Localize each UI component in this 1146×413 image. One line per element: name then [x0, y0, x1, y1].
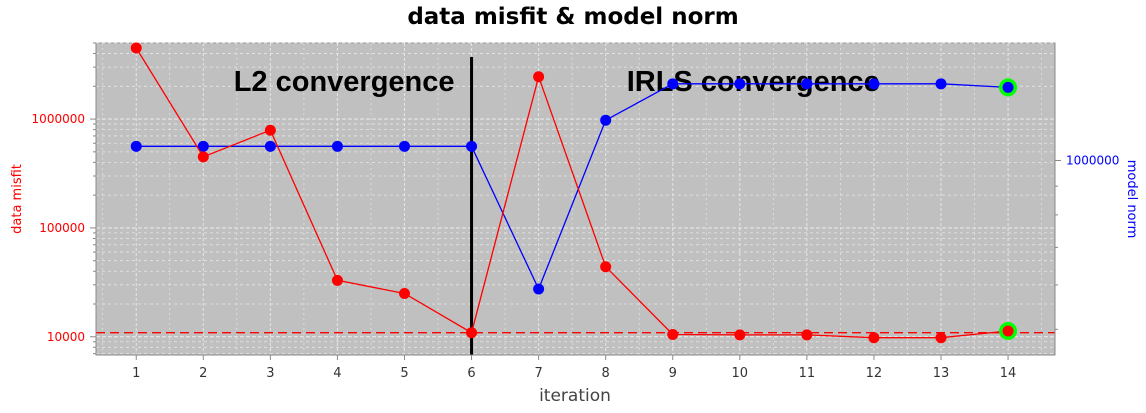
- x-tick-label: 5: [400, 366, 408, 381]
- grid-lines: [96, 42, 1055, 355]
- model-norm-point: [264, 140, 276, 152]
- x-tick-label: 11: [799, 366, 816, 381]
- x-tick-label: 10: [732, 366, 749, 381]
- data-misfit-line: [135, 47, 1009, 339]
- y-left-tick-label: 10000: [47, 330, 85, 344]
- model-norm-point: [734, 78, 746, 90]
- data-misfit-point: [1002, 325, 1014, 337]
- data-misfit-point: [130, 42, 142, 54]
- model-norm-point: [130, 140, 142, 152]
- model-norm-point: [398, 140, 410, 152]
- data-misfit-point: [734, 329, 746, 341]
- series-layer: [130, 42, 1018, 344]
- model-norm-point: [600, 114, 612, 126]
- model-norm-point: [667, 78, 679, 90]
- data-misfit-point: [398, 287, 410, 299]
- plot-area: [95, 42, 1056, 356]
- y-axis-label-left: data misfit: [10, 164, 25, 234]
- x-tick-label: 14: [1000, 366, 1017, 381]
- model-norm-point: [331, 140, 343, 152]
- y-axis-label-right: model norm: [1124, 160, 1139, 239]
- x-axis-label: iteration: [539, 386, 611, 406]
- model-norm-point: [466, 140, 478, 152]
- x-tick-label: 12: [866, 366, 883, 381]
- x-tick-label: 8: [602, 366, 610, 381]
- model-norm-point: [801, 78, 813, 90]
- model-norm-point: [868, 78, 880, 90]
- data-misfit-point: [264, 124, 276, 136]
- model-norm-point: [935, 78, 947, 90]
- model-norm-point: [1002, 81, 1014, 93]
- y-right-tick-label: 1000000: [1066, 154, 1119, 168]
- data-misfit-point: [801, 329, 813, 341]
- x-tick-label: 1: [132, 366, 140, 381]
- data-misfit-point: [935, 332, 947, 344]
- x-tick-label: 7: [534, 366, 542, 381]
- model-norm-point: [197, 140, 209, 152]
- x-tick-label: 9: [669, 366, 677, 381]
- y-left-tick-label: 100000: [39, 221, 85, 235]
- x-tick-label: 6: [467, 366, 475, 381]
- data-misfit-point: [331, 274, 343, 286]
- x-tick-label: 2: [199, 366, 207, 381]
- data-misfit-point: [868, 332, 880, 344]
- data-misfit-point: [197, 151, 209, 163]
- x-tick-label: 3: [266, 366, 274, 381]
- model-norm-line: [136, 83, 1009, 291]
- region-annotation: IRLS convergence: [627, 66, 880, 98]
- x-tick-label: 4: [333, 366, 341, 381]
- data-misfit-point: [667, 328, 679, 340]
- chart-title: data misfit & model norm: [407, 4, 738, 30]
- axes: 1 2 3 4 5 6 7 8 9 10 11 12 13 14100001000001000000100…: [32, 42, 1119, 381]
- data-misfit-point: [466, 327, 478, 339]
- model-norm-point: [533, 283, 545, 295]
- data-misfit-point: [600, 261, 612, 273]
- y-left-tick-label: 1000000: [32, 112, 85, 126]
- data-misfit-point: [533, 71, 545, 83]
- region-annotation: L2 convergence: [234, 66, 455, 98]
- x-tick-label: 13: [933, 366, 950, 381]
